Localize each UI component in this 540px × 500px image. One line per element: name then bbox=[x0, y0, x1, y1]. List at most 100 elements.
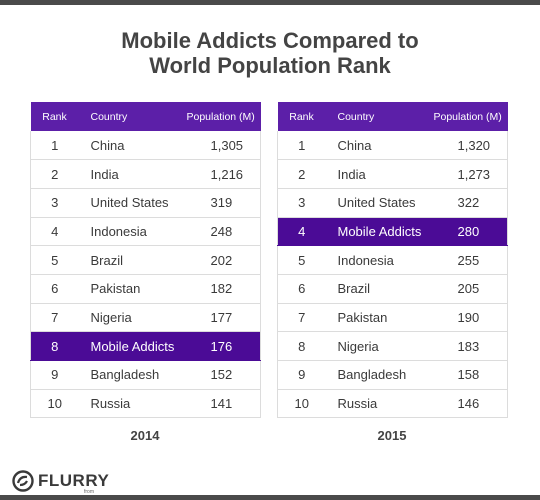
rank-cell: 4 bbox=[277, 217, 326, 247]
table-row: 5 Brazil 202 bbox=[30, 245, 261, 275]
country-cell: India bbox=[325, 159, 430, 189]
population-cell: 1,273 bbox=[429, 159, 508, 189]
rank-cell: 3 bbox=[30, 188, 79, 218]
country-cell: Indonesia bbox=[325, 245, 430, 275]
population-cell: 182 bbox=[182, 274, 261, 304]
population-cell: 158 bbox=[429, 360, 508, 390]
population-cell: 190 bbox=[429, 303, 508, 333]
rank-cell: 6 bbox=[277, 274, 326, 304]
rank-cell: 9 bbox=[277, 360, 326, 390]
rank-cell: 7 bbox=[30, 303, 79, 333]
ranking-table-2015: Rank Country Population (M) 1 China 1,320 2… bbox=[277, 102, 508, 419]
table-row: 7 Pakistan 190 bbox=[277, 303, 508, 333]
country-cell: Bangladesh bbox=[325, 360, 430, 390]
country-cell: Bangladesh bbox=[78, 360, 183, 390]
rank-cell: 10 bbox=[277, 389, 326, 419]
rank-cell: 8 bbox=[30, 331, 79, 361]
table-2014: Rank Country Population (M) 1 China 1,305 2… bbox=[30, 102, 261, 419]
table-row: 3 United States 322 bbox=[277, 188, 508, 218]
table-row: 10 Russia 141 bbox=[30, 389, 261, 419]
table-row: 1 China 1,305 bbox=[30, 131, 261, 161]
rank-cell: 5 bbox=[30, 245, 79, 275]
ranking-table-2014: Rank Country Population (M) 1 China 1,305 2… bbox=[30, 102, 261, 419]
population-cell: 322 bbox=[429, 188, 508, 218]
table-body-2015: 1 China 1,320 2 India 1,273 3 United States 322 4… bbox=[277, 131, 508, 419]
population-cell: 152 bbox=[182, 360, 261, 390]
rank-cell: 7 bbox=[277, 303, 326, 333]
table-body-2014: 1 China 1,305 2 India 1,216 3 United States 319 4… bbox=[30, 131, 261, 419]
rank-cell: 10 bbox=[30, 389, 79, 419]
table-row: 10 Russia 146 bbox=[277, 389, 508, 419]
table-row: 4 Indonesia 248 bbox=[30, 217, 261, 247]
population-cell: 183 bbox=[429, 331, 508, 361]
country-cell: India bbox=[78, 159, 183, 189]
header-population: Population (M) bbox=[182, 102, 261, 131]
population-cell: 1,305 bbox=[182, 131, 261, 161]
country-cell: Indonesia bbox=[78, 217, 183, 247]
top-border-bar bbox=[0, 0, 540, 5]
rank-cell: 5 bbox=[277, 245, 326, 275]
population-cell: 141 bbox=[182, 389, 261, 419]
country-cell: China bbox=[78, 131, 183, 161]
highlighted-row: 8 Mobile Addicts 176 bbox=[30, 331, 261, 361]
bottom-border-bar bbox=[0, 495, 540, 500]
brand-name: FLURRY bbox=[38, 471, 110, 490]
table-row: 3 United States 319 bbox=[30, 188, 261, 218]
table-row: 1 China 1,320 bbox=[277, 131, 508, 161]
country-cell: Brazil bbox=[78, 245, 183, 275]
table-row: 7 Nigeria 177 bbox=[30, 303, 261, 333]
country-cell: Pakistan bbox=[325, 303, 430, 333]
header-population: Population (M) bbox=[429, 102, 508, 131]
population-cell: 177 bbox=[182, 303, 261, 333]
population-cell: 255 bbox=[429, 245, 508, 275]
population-cell: 205 bbox=[429, 274, 508, 304]
population-cell: 280 bbox=[429, 217, 508, 247]
rank-cell: 1 bbox=[277, 131, 326, 161]
table-row: 6 Brazil 205 bbox=[277, 274, 508, 304]
country-cell: Russia bbox=[78, 389, 183, 419]
table-header-row: Rank Country Population (M) bbox=[277, 102, 508, 131]
title-line-1: Mobile Addicts Compared to bbox=[121, 28, 419, 53]
table-header-row: Rank Country Population (M) bbox=[30, 102, 261, 131]
title-line-2: World Population Rank bbox=[149, 53, 391, 78]
highlighted-row: 4 Mobile Addicts 280 bbox=[277, 217, 508, 247]
chart-title: Mobile Addicts Compared to World Populat… bbox=[0, 28, 540, 78]
country-cell: Russia bbox=[325, 389, 430, 419]
header-rank: Rank bbox=[277, 102, 326, 131]
year-label-2015: 2015 bbox=[377, 428, 407, 443]
population-cell: 1,216 bbox=[182, 159, 261, 189]
header-country: Country bbox=[325, 102, 430, 131]
population-cell: 202 bbox=[182, 245, 261, 275]
population-cell: 146 bbox=[429, 389, 508, 419]
table-row: 5 Indonesia 255 bbox=[277, 245, 508, 275]
country-cell: Mobile Addicts bbox=[78, 331, 183, 361]
country-cell: Brazil bbox=[325, 274, 430, 304]
rank-cell: 4 bbox=[30, 217, 79, 247]
country-cell: Nigeria bbox=[78, 303, 183, 333]
table-row: 9 Bangladesh 152 bbox=[30, 360, 261, 390]
table-row: 8 Nigeria 183 bbox=[277, 331, 508, 361]
rank-cell: 2 bbox=[277, 159, 326, 189]
flurry-logo: FLURRY from YAHOO! bbox=[12, 470, 110, 500]
rank-cell: 2 bbox=[30, 159, 79, 189]
header-rank: Rank bbox=[30, 102, 79, 131]
table-row: 2 India 1,273 bbox=[277, 159, 508, 189]
rank-cell: 3 bbox=[277, 188, 326, 218]
country-cell: Nigeria bbox=[325, 331, 430, 361]
country-cell: China bbox=[325, 131, 430, 161]
population-cell: 1,320 bbox=[429, 131, 508, 161]
table-row: 2 India 1,216 bbox=[30, 159, 261, 189]
table-2015: Rank Country Population (M) 1 China 1,320 2… bbox=[277, 102, 508, 419]
rank-cell: 6 bbox=[30, 274, 79, 304]
table-row: 6 Pakistan 182 bbox=[30, 274, 261, 304]
population-cell: 248 bbox=[182, 217, 261, 247]
population-cell: 176 bbox=[182, 331, 261, 361]
rank-cell: 9 bbox=[30, 360, 79, 390]
country-cell: United States bbox=[78, 188, 183, 218]
table-row: 9 Bangladesh 158 bbox=[277, 360, 508, 390]
header-country: Country bbox=[78, 102, 183, 131]
country-cell: Pakistan bbox=[78, 274, 183, 304]
population-cell: 319 bbox=[182, 188, 261, 218]
country-cell: United States bbox=[325, 188, 430, 218]
rank-cell: 8 bbox=[277, 331, 326, 361]
